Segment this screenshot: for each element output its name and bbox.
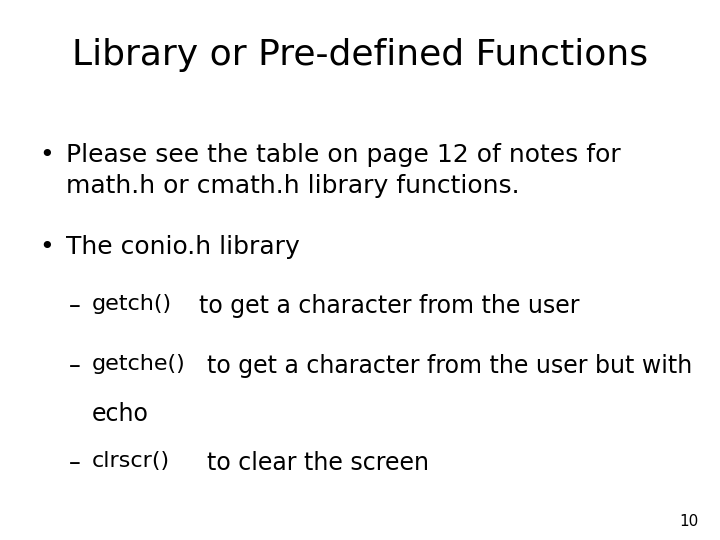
- Text: Library or Pre-defined Functions: Library or Pre-defined Functions: [72, 38, 648, 72]
- Text: 10: 10: [679, 514, 698, 529]
- Text: to get a character from the user but with: to get a character from the user but wit…: [192, 354, 693, 377]
- Text: to get a character from the user: to get a character from the user: [184, 294, 579, 318]
- Text: echo: echo: [91, 402, 148, 426]
- Text: •: •: [40, 143, 54, 167]
- Text: •: •: [40, 235, 54, 259]
- Text: The conio.h library: The conio.h library: [66, 235, 300, 259]
- Text: –: –: [68, 354, 80, 377]
- Text: getch(): getch(): [91, 294, 171, 314]
- Text: getche(): getche(): [91, 354, 185, 374]
- Text: –: –: [68, 451, 80, 475]
- Text: Please see the table on page 12 of notes for
math.h or cmath.h library functions: Please see the table on page 12 of notes…: [66, 143, 621, 198]
- Text: clrscr(): clrscr(): [91, 451, 170, 471]
- Text: to clear the screen: to clear the screen: [192, 451, 429, 475]
- Text: –: –: [68, 294, 80, 318]
